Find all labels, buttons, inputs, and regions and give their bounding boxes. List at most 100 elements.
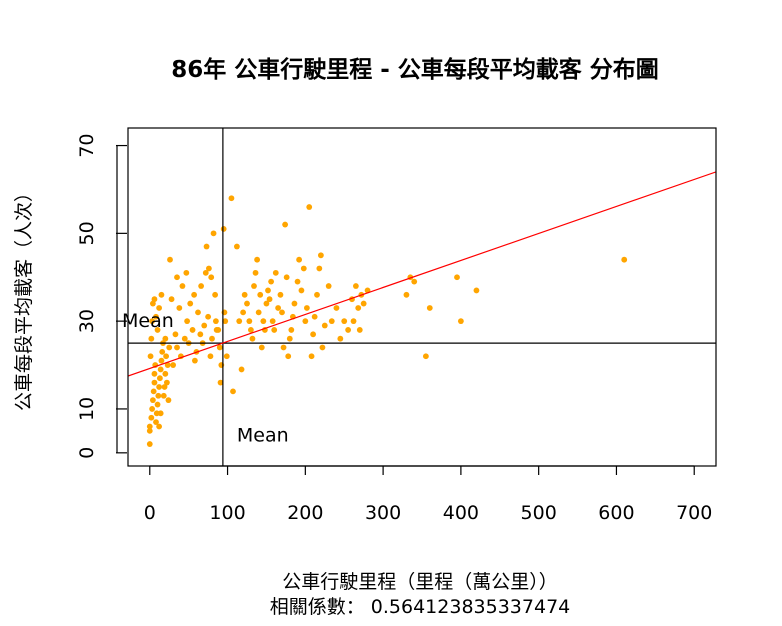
- data-point: [155, 392, 162, 399]
- data-point: [146, 441, 153, 447]
- data-point: [317, 252, 324, 259]
- data-point: [238, 366, 245, 373]
- data-point: [150, 388, 157, 395]
- data-point: [316, 265, 323, 272]
- data-point: [209, 335, 215, 342]
- data-point: [189, 327, 196, 333]
- x-tick-label: 600: [598, 502, 634, 524]
- data-point: [275, 305, 282, 311]
- data-point: [280, 344, 287, 351]
- data-point: [341, 318, 348, 325]
- data-point: [198, 283, 205, 289]
- y-tick-label: 30: [76, 309, 98, 333]
- data-point: [164, 362, 171, 368]
- data-point: [179, 283, 186, 289]
- data-point: [197, 331, 204, 338]
- data-point: [151, 296, 158, 303]
- data-point: [158, 291, 165, 298]
- data-point: [176, 305, 183, 311]
- data-point: [187, 300, 194, 307]
- data-point: [411, 278, 418, 285]
- data-point: [213, 327, 220, 333]
- data-point: [156, 305, 163, 311]
- x-tick-label: 200: [287, 502, 323, 524]
- x-tick-label: 400: [443, 502, 479, 524]
- x-axis-label: 公車行駛里程（里程（萬公里））: [282, 571, 558, 593]
- data-point: [156, 423, 163, 430]
- data-point: [310, 331, 317, 338]
- data-point: [148, 414, 155, 421]
- data-point: [162, 335, 169, 342]
- data-point: [454, 274, 460, 281]
- data-point: [302, 318, 309, 325]
- data-point: [352, 283, 359, 289]
- chart-title: 86年 公車行駛里程 - 公車每段平均載客 分布圖: [171, 56, 659, 83]
- data-point: [333, 305, 340, 311]
- data-point: [356, 327, 363, 333]
- data-point: [174, 344, 180, 351]
- data-point: [321, 322, 328, 329]
- data-point: [216, 344, 223, 351]
- data-point: [325, 283, 332, 289]
- data-point: [300, 265, 307, 272]
- data-point: [269, 318, 276, 325]
- data-point: [240, 309, 247, 316]
- data-point: [174, 274, 180, 281]
- data-point: [328, 318, 335, 325]
- y-axis-label: 公車每段平均載客（人次）: [13, 183, 35, 411]
- data-point: [265, 287, 271, 294]
- data-point: [426, 305, 433, 311]
- data-point: [210, 230, 217, 237]
- plot-area: Mean Mean 0 100 200 300 400 500 600 700 0 10 30 50 70: [76, 127, 717, 524]
- data-point: [268, 278, 275, 285]
- data-point: [282, 221, 289, 228]
- data-point: [251, 283, 257, 289]
- data-point: [148, 335, 155, 342]
- data-point: [195, 309, 201, 316]
- data-point: [202, 269, 209, 276]
- data-point: [319, 344, 326, 351]
- regression-line: [128, 171, 716, 377]
- data-point: [247, 327, 254, 333]
- data-point: [162, 370, 169, 377]
- data-point: [153, 419, 159, 426]
- data-point: [298, 287, 305, 294]
- data-point: [149, 406, 156, 412]
- data-point: [163, 353, 170, 360]
- data-point: [201, 322, 208, 329]
- data-point: [151, 379, 158, 386]
- data-point: [191, 357, 198, 364]
- data-point: [236, 318, 243, 325]
- data-point: [183, 269, 190, 276]
- data-point: [147, 353, 154, 360]
- data-point: [257, 291, 264, 298]
- data-point: [266, 296, 273, 303]
- data-point: [345, 327, 352, 333]
- data-point: [170, 362, 177, 368]
- data-point: [403, 291, 410, 298]
- data-point: [255, 309, 262, 316]
- data-point: [277, 291, 284, 298]
- data-point: [254, 256, 261, 263]
- data-point: [181, 335, 188, 342]
- y-tick-label: 10: [76, 397, 98, 421]
- data-point: [303, 305, 310, 311]
- data-point: [285, 353, 292, 360]
- data-point: [160, 392, 167, 399]
- data-point: [457, 318, 464, 325]
- data-point: [165, 397, 172, 404]
- data-point: [156, 384, 163, 390]
- correlation-subtitle: 相關係數： 0.564123835337474: [270, 596, 571, 618]
- data-point: [355, 305, 362, 311]
- data-point: [217, 379, 224, 386]
- y-tick-label: 50: [76, 221, 98, 245]
- data-point: [149, 318, 156, 325]
- data-point: [151, 370, 158, 377]
- x-tick-label: 700: [676, 502, 712, 524]
- data-point: [283, 274, 290, 281]
- x-tick-label: 0: [144, 502, 156, 524]
- data-point: [203, 243, 210, 250]
- data-point: [246, 318, 253, 325]
- data-point: [146, 423, 153, 430]
- data-point: [306, 204, 313, 210]
